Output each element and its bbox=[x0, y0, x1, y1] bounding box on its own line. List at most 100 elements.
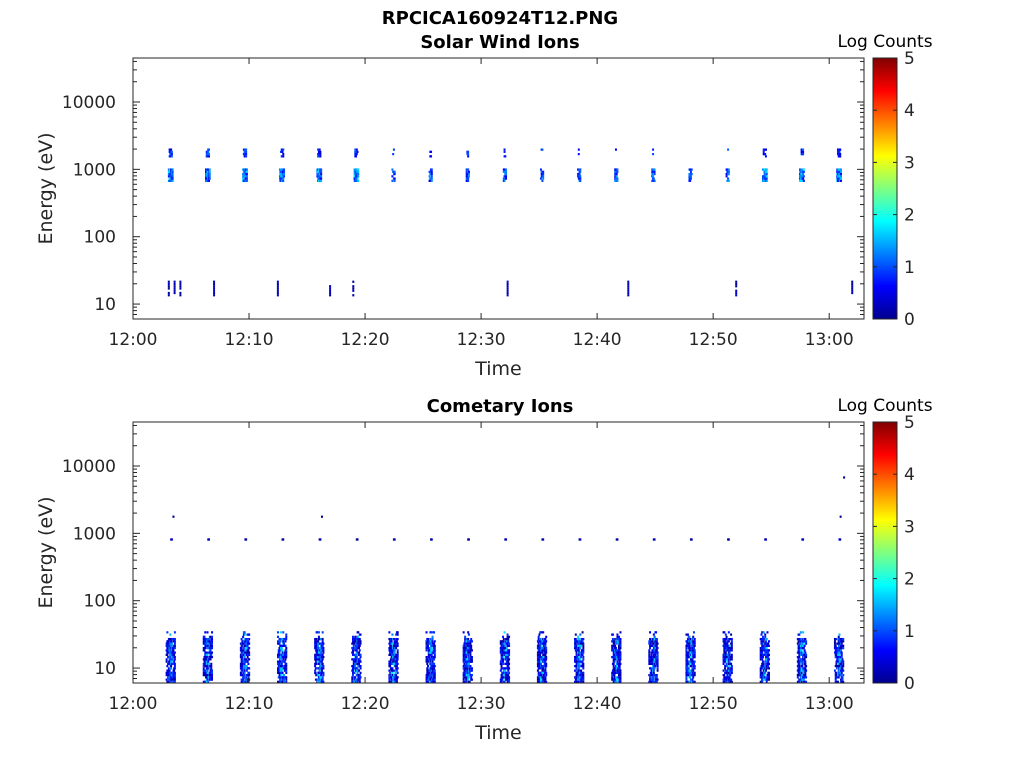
spectrogram-cell bbox=[467, 538, 470, 541]
spectrogram-cell bbox=[693, 640, 696, 643]
spectrogram-cell bbox=[464, 653, 467, 656]
spectrogram-cell bbox=[389, 676, 392, 679]
spectrogram-cell bbox=[798, 664, 801, 668]
spectrogram-cell bbox=[170, 655, 173, 659]
spectrogram-cell bbox=[579, 658, 582, 661]
spectrogram-cell bbox=[506, 280, 509, 283]
spectrogram-cell bbox=[315, 651, 318, 654]
spectrogram-cell bbox=[761, 680, 764, 683]
spectrogram-cell bbox=[244, 177, 247, 180]
spectrogram-cell bbox=[686, 633, 689, 636]
spectrogram-cell bbox=[764, 635, 767, 638]
y-tick-label: 10000 bbox=[62, 457, 116, 477]
spectrogram-cell bbox=[619, 671, 622, 674]
spectrogram-cell bbox=[727, 170, 730, 173]
spectrogram-cell bbox=[321, 662, 324, 665]
spectrogram-cell bbox=[540, 658, 543, 661]
spectrogram-cell bbox=[351, 680, 354, 683]
spectrogram-cell bbox=[619, 680, 622, 683]
spectrogram-cell bbox=[578, 642, 581, 645]
spectrogram-cell bbox=[322, 680, 325, 683]
spectrogram-cell bbox=[764, 655, 767, 659]
spectrogram-cell bbox=[169, 673, 172, 677]
spectrogram-cell bbox=[393, 179, 396, 182]
spectrogram-cell bbox=[168, 175, 171, 178]
spectrogram-cell bbox=[654, 680, 657, 683]
spectrogram-cell bbox=[352, 651, 355, 654]
spectrogram-cell bbox=[395, 680, 398, 683]
spectrogram-cell bbox=[507, 655, 510, 659]
spectrogram-cell bbox=[207, 660, 210, 663]
spectrogram-cell bbox=[242, 649, 245, 652]
spectrogram-cell bbox=[240, 651, 243, 654]
spectrogram-cell bbox=[689, 637, 692, 641]
spectrogram-cell bbox=[433, 646, 436, 650]
spectrogram-cell bbox=[545, 635, 548, 638]
spectrogram-cell bbox=[245, 538, 248, 541]
spectrogram-cell bbox=[427, 640, 430, 643]
spectrogram-cell bbox=[169, 633, 172, 636]
spectrogram-cell bbox=[616, 170, 619, 173]
spectrogram-cell bbox=[470, 660, 473, 663]
spectrogram-cell bbox=[389, 673, 392, 677]
spectrogram-cell bbox=[427, 671, 430, 674]
spectrogram-cell bbox=[726, 642, 729, 645]
spectrogram-cell bbox=[285, 662, 288, 665]
spectrogram-cell bbox=[504, 644, 507, 647]
spectrogram-cell bbox=[612, 658, 615, 661]
spectrogram-cell bbox=[574, 644, 577, 647]
spectrogram-cell bbox=[356, 660, 359, 663]
spectrogram-cell bbox=[655, 649, 658, 652]
spectrogram-cell bbox=[242, 646, 245, 650]
spectrogram-cell bbox=[319, 642, 322, 645]
spectrogram-cell bbox=[167, 640, 170, 643]
spectrogram-cell bbox=[724, 667, 727, 670]
spectrogram-cell bbox=[539, 653, 542, 656]
spectrogram-cell bbox=[210, 667, 213, 670]
spectrogram-cell bbox=[538, 664, 541, 668]
spectrogram-cell bbox=[170, 152, 173, 156]
spectrogram-cell bbox=[693, 655, 696, 659]
spectrogram-cell bbox=[615, 642, 618, 645]
spectrogram-cell bbox=[652, 673, 655, 677]
spectrogram-cell bbox=[173, 660, 176, 663]
spectrogram-cell bbox=[800, 649, 803, 652]
spectrogram-cell bbox=[692, 676, 695, 679]
spectrogram-cell bbox=[211, 631, 214, 634]
colorbar-tick-label: 5 bbox=[904, 413, 915, 433]
spectrogram-cell bbox=[280, 644, 283, 647]
spectrogram-cell bbox=[508, 651, 511, 654]
spectrogram-cell bbox=[837, 651, 840, 654]
spectrogram-cell bbox=[353, 660, 356, 663]
spectrogram-cell bbox=[204, 642, 207, 645]
spectrogram-cell bbox=[685, 678, 688, 681]
spectrogram-cell bbox=[433, 658, 436, 661]
spectrogram-cell bbox=[245, 646, 248, 650]
spectrogram-cell bbox=[467, 649, 470, 652]
spectrogram-cell bbox=[730, 655, 733, 659]
spectrogram-cell bbox=[433, 676, 436, 679]
spectrogram-cell bbox=[539, 177, 542, 180]
spectrogram-cell bbox=[508, 635, 511, 638]
spectrogram-cell bbox=[351, 676, 354, 679]
spectrogram-cell bbox=[319, 653, 322, 656]
spectrogram-cell bbox=[359, 642, 362, 645]
spectrogram-cell bbox=[688, 669, 691, 672]
spectrogram-cell bbox=[319, 538, 322, 541]
spectrogram-cell bbox=[730, 671, 733, 674]
spectrogram-cell bbox=[539, 667, 542, 670]
spectrogram-cell bbox=[242, 635, 245, 638]
spectrogram-cell bbox=[276, 635, 279, 638]
spectrogram-cell bbox=[243, 155, 246, 158]
spectrogram-cell bbox=[799, 660, 802, 663]
spectrogram-cell bbox=[179, 285, 182, 288]
spectrogram-cell bbox=[842, 669, 845, 672]
spectrogram-cell bbox=[656, 664, 659, 668]
spectrogram-cell bbox=[764, 175, 767, 178]
spectrogram-cell bbox=[243, 671, 246, 674]
spectrogram-cell bbox=[167, 282, 170, 286]
spectrogram-cell bbox=[280, 646, 283, 650]
spectrogram-cell bbox=[242, 633, 245, 636]
spectrogram-cell bbox=[686, 653, 689, 656]
spectrogram-cell bbox=[655, 676, 658, 679]
